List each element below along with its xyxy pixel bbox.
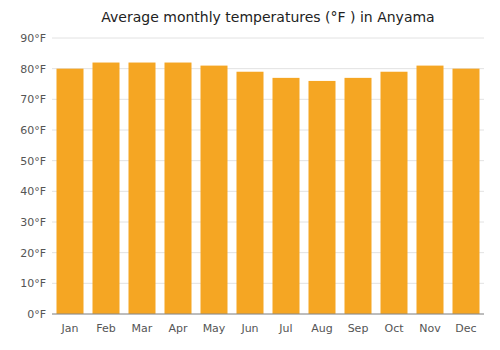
- x-axis: [52, 314, 484, 315]
- bar: [309, 81, 336, 314]
- bar: [417, 66, 444, 314]
- x-tick-label: Sep: [348, 322, 369, 335]
- x-tick-label: Dec: [455, 322, 476, 335]
- y-tick-label: 80°F: [20, 63, 46, 76]
- x-tick-label: Apr: [168, 322, 188, 335]
- bar: [165, 63, 192, 314]
- y-tick-label: 70°F: [20, 93, 46, 106]
- x-tick-label: Aug: [311, 322, 332, 335]
- grid: [52, 38, 484, 314]
- y-tick-label: 30°F: [20, 216, 46, 229]
- bar: [237, 72, 264, 314]
- x-tick-label: Oct: [384, 322, 404, 335]
- title: Average monthly temperatures (°F ) in An…: [101, 9, 434, 25]
- x-tick-label: Feb: [96, 322, 115, 335]
- bar: [345, 78, 372, 314]
- bar: [93, 63, 120, 314]
- y-tick-label: 90°F: [20, 32, 46, 45]
- x-tick-label: Jan: [61, 322, 79, 335]
- bar: [129, 63, 156, 314]
- grid-line: [52, 38, 484, 39]
- y-tick-label: 10°F: [20, 277, 46, 290]
- y-tick-label: 40°F: [20, 185, 46, 198]
- bar: [453, 69, 480, 314]
- grid-line: [52, 314, 484, 315]
- x-tick-label: Mar: [132, 322, 153, 335]
- x-tick-label: Jun: [240, 322, 258, 335]
- bar: [57, 69, 84, 314]
- x-tick-label: May: [203, 322, 226, 335]
- chart: Average monthly temperatures (°F ) in An…: [0, 0, 500, 350]
- bar: [381, 72, 408, 314]
- y-tick-label: 50°F: [20, 155, 46, 168]
- bars: [57, 63, 480, 314]
- x-tick-label: Nov: [419, 322, 441, 335]
- bar: [273, 78, 300, 314]
- x-tick-label: Jul: [278, 322, 292, 335]
- y-tick-label: 20°F: [20, 247, 46, 260]
- y-tick-label: 0°F: [27, 308, 46, 321]
- bar: [201, 66, 228, 314]
- y-tick-label: 60°F: [20, 124, 46, 137]
